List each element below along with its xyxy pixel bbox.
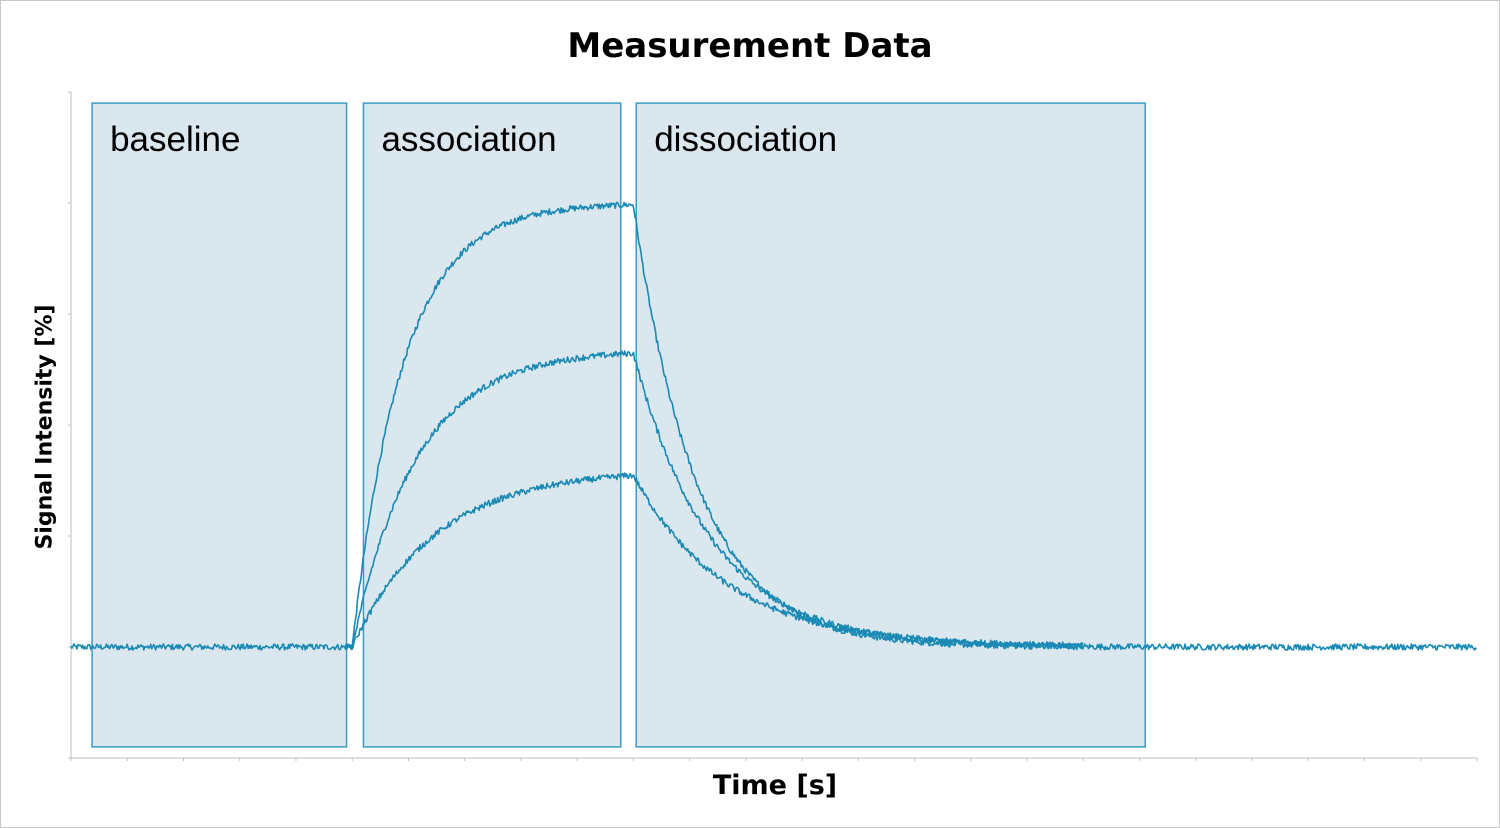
- chart-title: Measurement Data: [567, 26, 933, 66]
- series-line-2: [344, 350, 1084, 651]
- series-line-3: [344, 472, 1084, 649]
- phase-box-association: [362, 102, 622, 748]
- phase-label-association: association: [381, 120, 556, 159]
- phase-layer: [91, 102, 1146, 748]
- phase-label-baseline: baseline: [110, 120, 240, 159]
- x-axis-label: Time [s]: [712, 770, 838, 801]
- phase-label-layer: baseline association dissociation: [110, 120, 837, 159]
- phase-box-baseline: [91, 102, 348, 748]
- phase-box-dissociation: [635, 102, 1146, 748]
- phase-label-dissociation: dissociation: [654, 120, 837, 159]
- series-layer: [70, 201, 1478, 651]
